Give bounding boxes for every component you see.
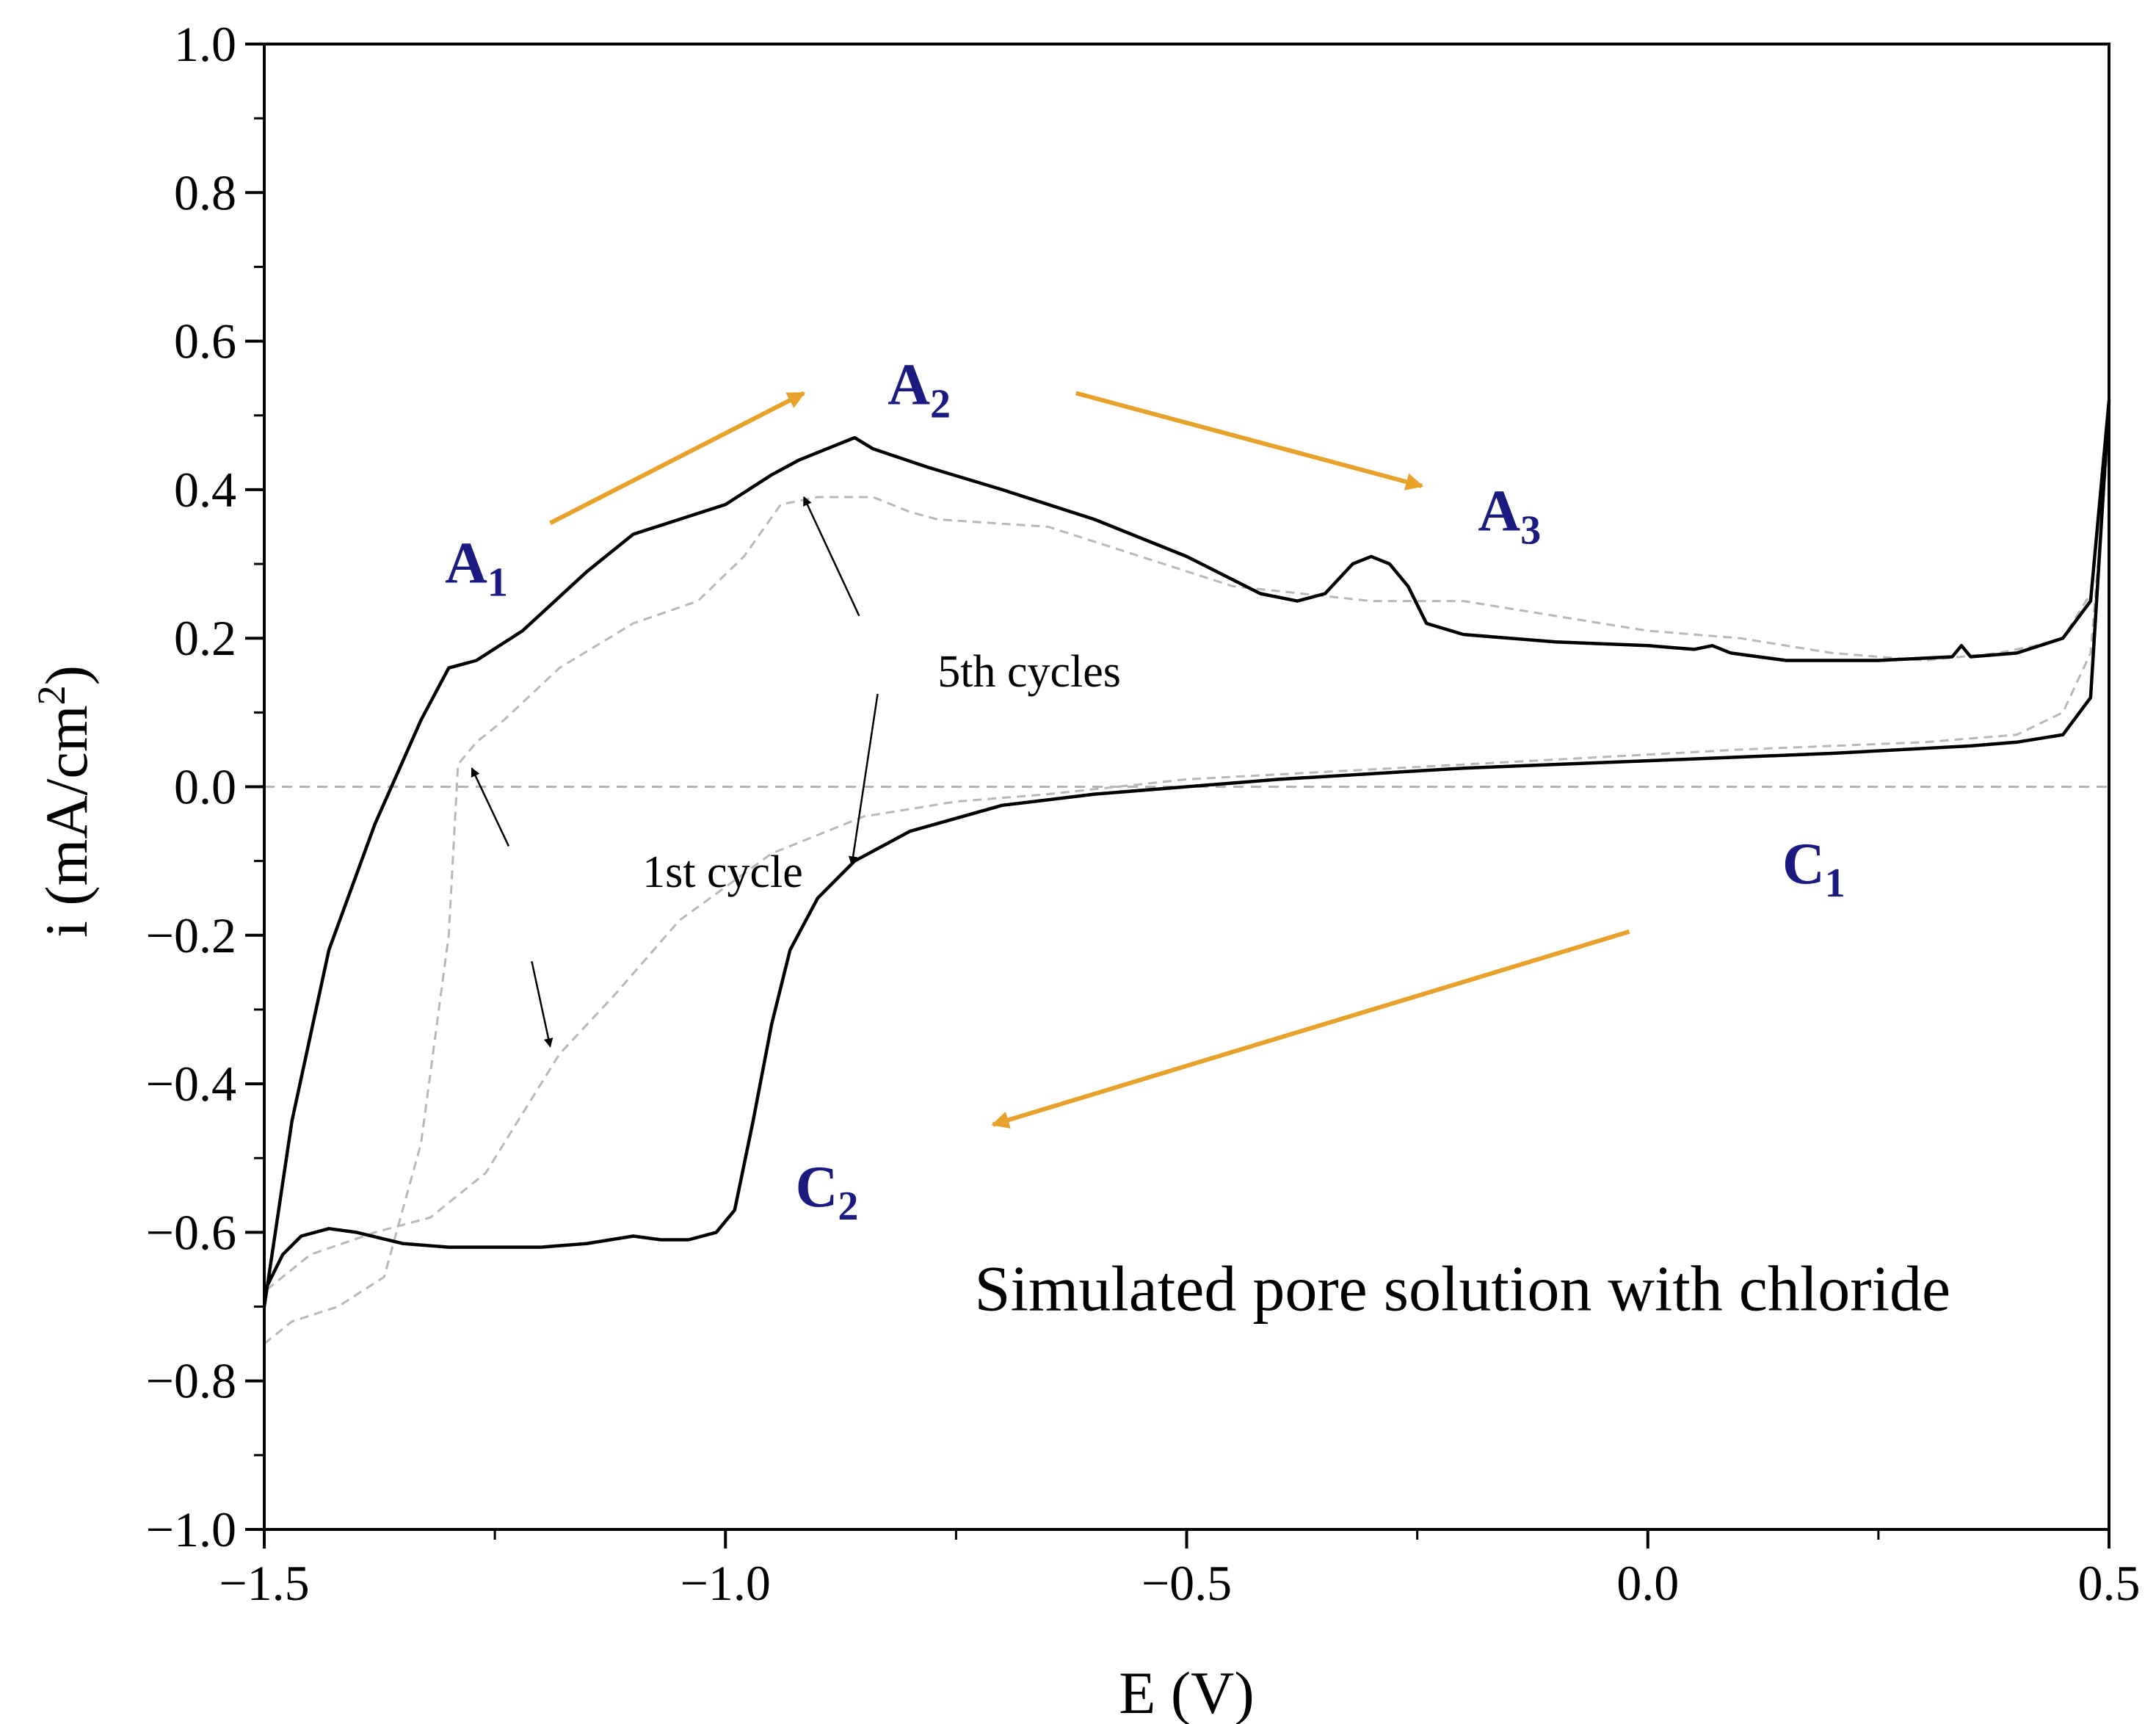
y-axis-label: i (mA/cm2)	[29, 665, 100, 938]
scan-direction-arrow	[549, 391, 806, 526]
scan-direction-arrow	[991, 929, 1630, 1129]
pointer-arrow	[802, 496, 860, 617]
chart-caption: Simulated pore solution with chloride	[975, 1254, 1951, 1325]
scan-direction-arrow	[1075, 391, 1424, 490]
y-tick-label: −0.2	[146, 908, 236, 963]
peak-label-a1: A1	[445, 531, 508, 605]
x-tick-label: −1.5	[219, 1555, 309, 1611]
x-tick-label: −0.5	[1141, 1555, 1232, 1611]
y-tick-label: 0.0	[174, 759, 236, 815]
pointer-arrow	[531, 960, 553, 1048]
y-tick-label: −0.6	[146, 1204, 236, 1260]
pointer-arrow	[471, 767, 510, 847]
peak-label-c1: C1	[1782, 832, 1845, 906]
y-tick-label: −0.4	[146, 1056, 236, 1112]
cycle-annotation: 5th cycles	[937, 647, 1121, 697]
y-tick-label: 0.8	[174, 164, 236, 220]
pointer-arrow	[848, 693, 879, 866]
x-axis-label: E (V)	[1119, 1659, 1254, 1724]
series-group	[262, 399, 2111, 1345]
x-tick-label: 0.0	[1616, 1555, 1679, 1611]
cycle-annotation: 1st cycle	[642, 847, 803, 897]
y-axis-label-main: i (mA/cm	[33, 705, 100, 938]
peak-label-a3: A3	[1478, 479, 1541, 554]
y-tick-label: −1.0	[146, 1502, 236, 1557]
y-axis-label-superscript: 2	[29, 685, 73, 705]
y-axis-label-close: )	[33, 665, 100, 685]
series-line-1st-cycle	[264, 429, 2110, 1345]
axis-ticks-group: −1.5 −1.0 −0.5 0.0 0.5−1.0−0.8−0.6−0.4−0.20.…	[146, 16, 2141, 1611]
y-tick-label: 1.0	[174, 16, 236, 72]
y-tick-label: 0.6	[174, 314, 236, 369]
y-tick-label: 0.4	[174, 462, 236, 518]
series-line-5th-cycles	[262, 399, 2111, 1307]
peak-label-a2: A2	[888, 353, 951, 427]
x-tick-label: 0.5	[2078, 1555, 2141, 1611]
annotations-group: A1 A2 A3 C1 C2 5th cycles 1st cycle Simulated p…	[445, 353, 1950, 1325]
x-tick-label: −1.0	[680, 1555, 771, 1611]
y-tick-label: 0.2	[174, 610, 236, 666]
peak-label-c2: C2	[796, 1155, 859, 1229]
y-tick-label: −0.8	[146, 1353, 236, 1409]
